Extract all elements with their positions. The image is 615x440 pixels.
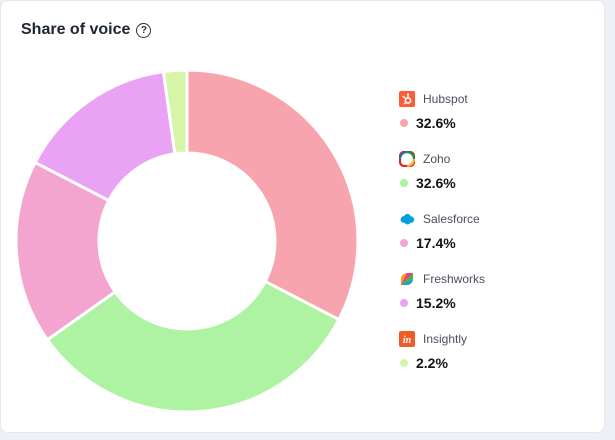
zoho-logo-icon: [399, 151, 415, 167]
legend-dot-hubspot: [400, 119, 408, 127]
legend-value-insightly: 2.2%: [416, 355, 448, 371]
question-circle-icon[interactable]: ?: [136, 22, 152, 38]
legend-item-zoho[interactable]: Zoho 32.6%: [399, 150, 485, 210]
donut-slice-hubspot[interactable]: [185, 68, 360, 322]
legend-label-insightly: Insightly: [423, 332, 468, 346]
legend-item-salesforce[interactable]: Salesforce 17.4%: [399, 210, 485, 270]
legend-value-freshworks: 15.2%: [416, 295, 456, 311]
legend-dot-freshworks: [400, 299, 408, 307]
legend-item-insightly[interactable]: in Insightly 2.2%: [399, 330, 485, 390]
legend-dot-zoho: [400, 179, 408, 187]
legend-value-salesforce: 17.4%: [416, 235, 456, 251]
donut-chart: [14, 68, 360, 414]
donut-slice-salesforce[interactable]: [14, 160, 117, 342]
card-header: Share of voice ?: [21, 21, 152, 39]
donut-slice-insightly[interactable]: [161, 68, 189, 156]
legend-value-hubspot: 32.6%: [416, 115, 456, 131]
legend-dot-salesforce: [400, 239, 408, 247]
donut-slice-zoho[interactable]: [45, 279, 341, 414]
hubspot-logo-icon: [399, 91, 415, 107]
chart-legend: Hubspot 32.6% Zoho: [399, 90, 485, 390]
freshworks-logo-icon: [399, 271, 415, 287]
card-title: Share of voice: [21, 21, 131, 38]
svg-text:in: in: [403, 335, 412, 346]
legend-dot-insightly: [400, 359, 408, 367]
legend-label-hubspot: Hubspot: [423, 92, 468, 106]
legend-item-freshworks[interactable]: Freshworks 15.2%: [399, 270, 485, 330]
legend-item-hubspot[interactable]: Hubspot 32.6%: [399, 90, 485, 150]
legend-label-freshworks: Freshworks: [423, 272, 486, 286]
legend-value-zoho: 32.6%: [416, 175, 456, 191]
salesforce-logo-icon: [399, 211, 415, 227]
legend-label-zoho: Zoho: [423, 152, 451, 166]
legend-label-salesforce: Salesforce: [423, 212, 480, 226]
share-of-voice-card: Share of voice ? Hubspot: [0, 0, 605, 433]
insightly-logo-icon: in: [399, 331, 415, 347]
